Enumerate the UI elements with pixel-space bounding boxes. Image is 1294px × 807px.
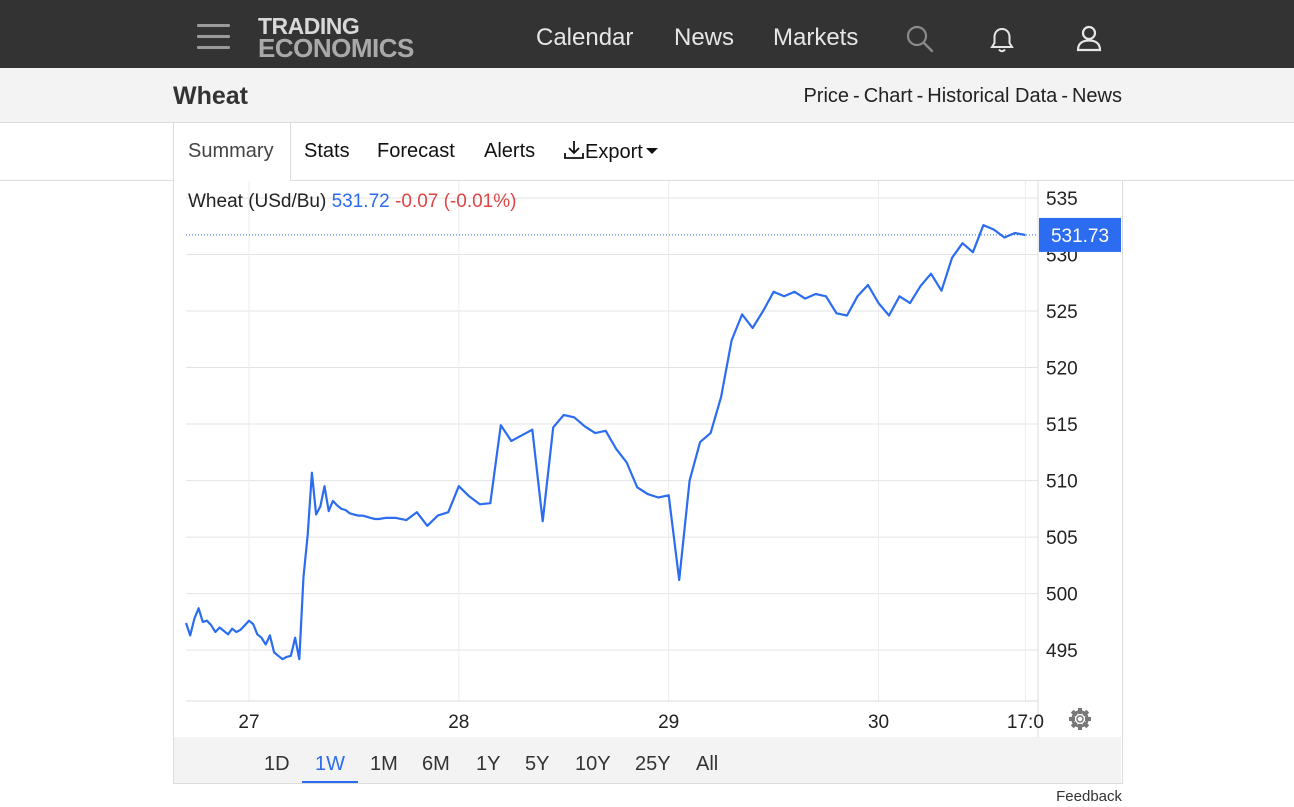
gear-ring	[1071, 710, 1089, 728]
bell-icon[interactable]	[989, 26, 1015, 54]
nav-calendar[interactable]: Calendar	[536, 24, 634, 51]
nav-markets[interactable]: Markets	[773, 24, 859, 51]
user-icon[interactable]	[1075, 24, 1103, 52]
tab-stats[interactable]: Stats	[304, 140, 350, 162]
y-tick-label: 525	[1046, 302, 1078, 323]
link-separator: -	[916, 85, 924, 107]
range-button-all[interactable]: All	[696, 753, 719, 775]
caret-down-icon	[645, 148, 658, 154]
quote-change-pct: (-0.01%)	[444, 191, 517, 212]
range-button-1w[interactable]: 1W	[315, 753, 345, 775]
range-button-1d[interactable]: 1D	[264, 753, 290, 775]
range-button-6m[interactable]: 6M	[422, 753, 450, 775]
section-links: Price - Chart - Historical Data - News	[803, 85, 1122, 108]
quote-header: Wheat (USd/Bu) 531.72 -0.07 (-0.01%)	[188, 191, 516, 212]
download-icon	[564, 141, 584, 159]
sub-header: Wheat Price - Chart - Historical Data - News	[0, 68, 1294, 123]
range-button-5y[interactable]: 5Y	[525, 753, 550, 775]
range-button-1y[interactable]: 1Y	[476, 753, 501, 775]
tabs-row: Summary Stats Forecast Alerts Export	[0, 123, 1294, 181]
link-news[interactable]: News	[1071, 85, 1122, 107]
feedback-link[interactable]: Feedback	[1056, 788, 1122, 805]
nav-news[interactable]: News	[674, 24, 735, 51]
x-tick-label: 29	[658, 712, 679, 733]
logo-line2: ECONOMICS	[258, 33, 414, 64]
tab-summary[interactable]: Summary	[188, 140, 274, 162]
top-navbar: TRADING ECONOMICS Calendar News Markets	[0, 0, 1294, 68]
link-historical-data[interactable]: Historical Data	[927, 85, 1058, 107]
y-tick-label: 495	[1046, 641, 1078, 662]
y-tick-label: 500	[1046, 585, 1078, 606]
link-chart[interactable]: Chart	[863, 85, 913, 107]
range-selector: 1D 1W 1M 6M 1Y 5Y 10Y 25Y All	[174, 737, 1121, 783]
link-separator: -	[1061, 85, 1068, 107]
quote-label: Wheat (USd/Bu)	[188, 191, 332, 212]
export-label: Export	[585, 141, 643, 163]
range-button-10y[interactable]: 10Y	[575, 753, 611, 775]
tab-active-indicator	[173, 123, 291, 181]
range-active-underline	[302, 781, 358, 783]
y-tick-label: 515	[1046, 415, 1078, 436]
x-tick-label: 30	[868, 712, 889, 733]
last-price-label: 531.73	[1051, 226, 1109, 247]
quote-change: -0.07	[395, 191, 444, 212]
price-line	[184, 224, 1026, 661]
quote-price: 531.72	[332, 191, 395, 212]
page-title: Wheat	[173, 82, 248, 110]
range-button-25y[interactable]: 25Y	[635, 753, 671, 775]
gear-hub	[1076, 715, 1084, 723]
search-icon[interactable]	[905, 24, 935, 54]
range-button-1m[interactable]: 1M	[370, 753, 398, 775]
y-tick-label: 510	[1046, 472, 1078, 493]
link-price[interactable]: Price	[803, 85, 850, 107]
logo-line1: TRADING	[258, 13, 360, 39]
tab-forecast[interactable]: Forecast	[377, 140, 455, 162]
y-tick-label: 535	[1046, 189, 1078, 210]
x-tick-label: 17:0	[1007, 712, 1044, 733]
menu-icon[interactable]	[197, 24, 230, 50]
last-price-tag	[1039, 217, 1121, 252]
y-tick-label: 520	[1046, 359, 1078, 380]
tab-alerts[interactable]: Alerts	[484, 140, 536, 162]
link-separator: -	[853, 85, 860, 107]
x-tick-label: 27	[238, 712, 259, 733]
chart-container: 495 500 505 510 515 520 525 530 535 27 28 29 30 17:0 W…	[173, 181, 1123, 784]
y-tick-label: 505	[1046, 528, 1078, 549]
gear-icon[interactable]	[1069, 708, 1091, 730]
logo[interactable]: TRADING ECONOMICS	[258, 13, 414, 64]
x-tick-label: 28	[448, 712, 469, 733]
export-button[interactable]: Export	[563, 140, 659, 164]
